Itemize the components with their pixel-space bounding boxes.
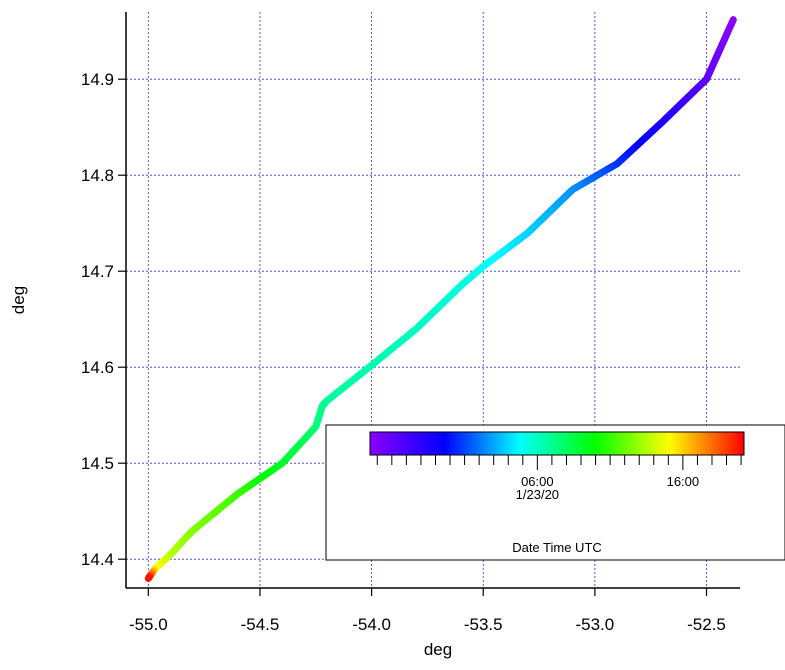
y-tick-label: 14.4 [81, 550, 114, 569]
x-tick-label: -53.0 [575, 615, 614, 634]
x-tick-label: -54.0 [352, 615, 391, 634]
colorbar-tick-sublabel: 1/23/20 [516, 487, 559, 502]
x-tick-label: -55.0 [129, 615, 168, 634]
colorbar-gradient [369, 431, 745, 456]
colorbar-tick-label: 16:00 [667, 474, 700, 489]
y-tick-label: 14.9 [81, 70, 114, 89]
y-tick-label: 14.6 [81, 358, 114, 377]
x-axis-title: deg [424, 640, 452, 659]
y-tick-label: 14.7 [81, 262, 114, 281]
colorbar-tick-label: 06:00 [521, 474, 554, 489]
grid [126, 12, 740, 588]
colorbar-title: Date Time UTC [512, 540, 602, 555]
y-ticks: 14.4 14.5 14.6 14.7 14.8 14.9 [81, 70, 126, 569]
x-ticks: -55.0 -54.5 -54.0 -53.5 -53.0 -52.5 [129, 588, 726, 634]
x-tick-label: -53.5 [464, 615, 503, 634]
colorbar-ticks: 06:001/23/20 16:00 [376, 455, 742, 502]
ship-track [144, 16, 737, 582]
y-tick-label: 14.5 [81, 454, 114, 473]
x-tick-label: -52.5 [687, 615, 726, 634]
x-tick-label: -54.5 [241, 615, 280, 634]
y-tick-label: 14.8 [81, 166, 114, 185]
colorbar-box: 06:001/23/20 16:00 Date Time UTC [325, 424, 785, 561]
axes [125, 12, 740, 589]
y-axis-title: deg [9, 286, 28, 314]
